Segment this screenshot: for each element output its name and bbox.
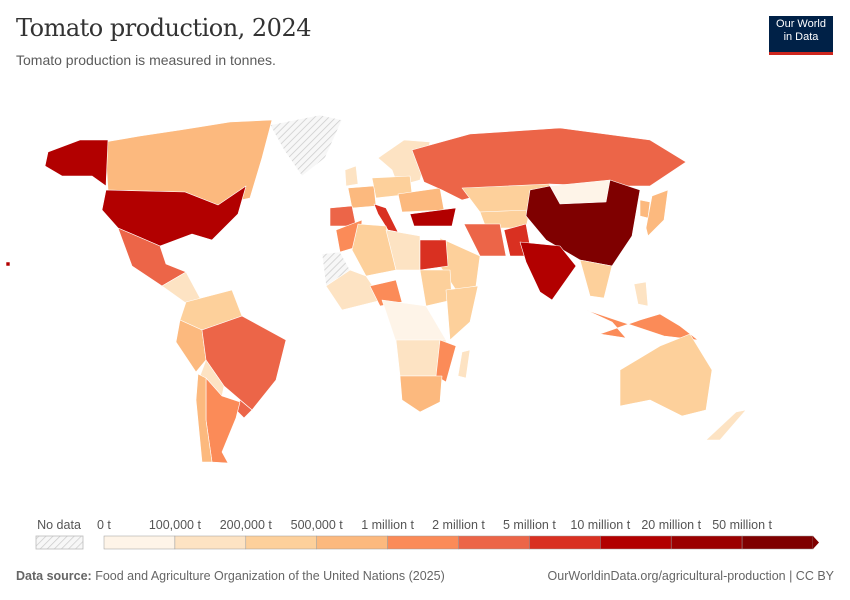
country-region-south-africa[interactable] (399, 375, 443, 413)
legend-bin-swatch[interactable] (529, 535, 601, 550)
country-region-east-africa[interactable] (445, 285, 479, 341)
legend-bin-label: 2 million t (432, 518, 485, 532)
legend-bin-label: 20 million t (641, 518, 702, 532)
legend-bin-label: 5 million t (502, 518, 556, 532)
country-region-france[interactable] (347, 185, 377, 209)
legend-bin-label: 100,000 t (148, 518, 201, 532)
owid-logo[interactable]: Our World in Data (769, 16, 833, 55)
color-legend (35, 535, 819, 550)
country-region-southeast-asia[interactable] (579, 259, 613, 299)
country-region-egypt[interactable] (419, 239, 449, 271)
legend-bin-label: 10 million t (570, 518, 631, 532)
legend-bin-swatch[interactable] (670, 535, 743, 550)
country-region-turkey[interactable] (409, 207, 457, 227)
chart-title: Tomato production, 2024 (16, 14, 312, 42)
country-region-new-zealand[interactable] (705, 409, 747, 441)
country-region-iran[interactable] (463, 223, 507, 257)
country-region-algeria[interactable] (351, 223, 397, 277)
logo-line-1: Our World (776, 18, 826, 30)
legend-arrow-icon (813, 536, 819, 549)
world-map (5, 114, 747, 464)
legend-no-data-label: No data (37, 518, 81, 532)
legend-bin-swatch[interactable] (741, 535, 814, 550)
chart-subtitle: Tomato production is measured in tonnes. (16, 52, 276, 68)
legend-bin-swatch[interactable] (174, 535, 247, 550)
country-region-china[interactable] (525, 179, 641, 267)
legend-bin-label: 1 million t (361, 518, 414, 532)
legend-bin-swatch[interactable] (387, 535, 459, 550)
country-region-central-america[interactable] (161, 271, 201, 307)
country-region-philippines[interactable] (633, 281, 649, 307)
country-region-spain[interactable] (329, 205, 357, 227)
logo-line-2: in Data (783, 31, 819, 43)
country-region-nigeria[interactable] (369, 279, 403, 307)
country-region-indonesia[interactable] (585, 309, 699, 341)
country-region-mozambique[interactable] (435, 339, 457, 383)
legend-bin-swatch[interactable] (245, 535, 317, 550)
no-data-swatch (35, 535, 84, 550)
country-region-alaska[interactable] (44, 139, 109, 187)
country-region-india[interactable] (519, 241, 577, 301)
country-region-japan[interactable] (645, 189, 669, 237)
legend-bin-label: 200,000 t (219, 518, 272, 532)
legend-bin-swatch[interactable] (458, 535, 530, 550)
legend-bin-swatch[interactable] (103, 535, 176, 550)
url-license-link[interactable]: OurWorldinData.org/agricultural-producti… (547, 569, 834, 583)
country-region-hawaii[interactable] (5, 261, 11, 267)
country-region-usa[interactable] (101, 185, 247, 247)
data-source-text: Food and Agriculture Organization of the… (95, 569, 445, 583)
country-region-peru[interactable] (175, 319, 207, 373)
country-region-greenland[interactable] (269, 114, 343, 177)
country-region-australia[interactable] (619, 333, 713, 417)
country-region-madagascar[interactable] (457, 349, 471, 379)
legend-bin-swatch[interactable] (316, 535, 388, 550)
legend-bin-label: 500,000 t (290, 518, 343, 532)
legend-bin-swatch[interactable] (600, 535, 672, 550)
legend-bin-label: 0 t (97, 518, 111, 532)
data-source-label: Data source: (16, 569, 92, 583)
data-source: Data source: Food and Agriculture Organi… (16, 569, 445, 583)
legend-bin-label: 50 million t (712, 518, 772, 532)
country-region-uk[interactable] (344, 165, 359, 187)
country-region-chile[interactable] (195, 373, 213, 463)
